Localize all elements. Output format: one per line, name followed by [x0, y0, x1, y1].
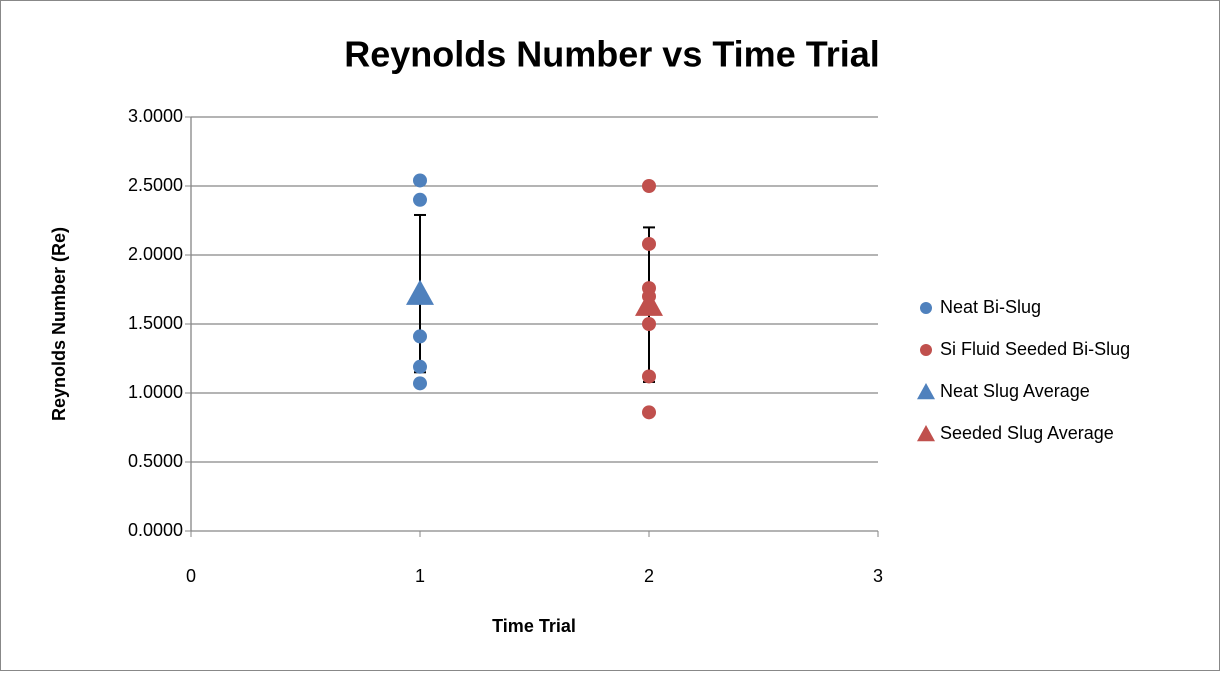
legend-label: Seeded Slug Average [940, 423, 1114, 443]
legend-marker [920, 344, 932, 356]
legend-marker [920, 302, 932, 314]
point [413, 192, 427, 207]
point [413, 329, 427, 344]
legend-label: Neat Slug Average [940, 381, 1090, 401]
legend-marker [917, 425, 935, 442]
y-axis-title: Reynolds Number (Re) [49, 227, 69, 421]
y-tick-label: 2.5000 [128, 175, 183, 195]
x-tick-label: 0 [186, 566, 196, 586]
chart-title: Reynolds Number vs Time Trial [344, 34, 880, 75]
legend-marker [917, 383, 935, 400]
point [406, 279, 434, 305]
point [635, 290, 663, 316]
point [413, 173, 427, 188]
point [413, 376, 427, 391]
y-tick-label: 0.5000 [128, 451, 183, 471]
x-tick-label: 3 [873, 566, 883, 586]
x-axis-title: Time Trial [492, 616, 576, 636]
y-tick-label: 1.5000 [128, 313, 183, 333]
y-tick-label: 1.0000 [128, 382, 183, 402]
point [642, 405, 656, 420]
legend-label: Neat Bi-Slug [940, 297, 1041, 317]
x-tick-label: 2 [644, 566, 654, 586]
point [642, 179, 656, 193]
y-tick-label: 3.0000 [128, 106, 183, 126]
x-tick-label: 1 [415, 566, 425, 586]
point [642, 369, 656, 384]
point [413, 359, 427, 374]
legend-label: Si Fluid Seeded Bi-Slug [940, 339, 1130, 359]
y-tick-label: 2.0000 [128, 244, 183, 264]
y-tick-label: 0.0000 [128, 520, 183, 540]
point [642, 317, 656, 331]
point [642, 236, 656, 251]
